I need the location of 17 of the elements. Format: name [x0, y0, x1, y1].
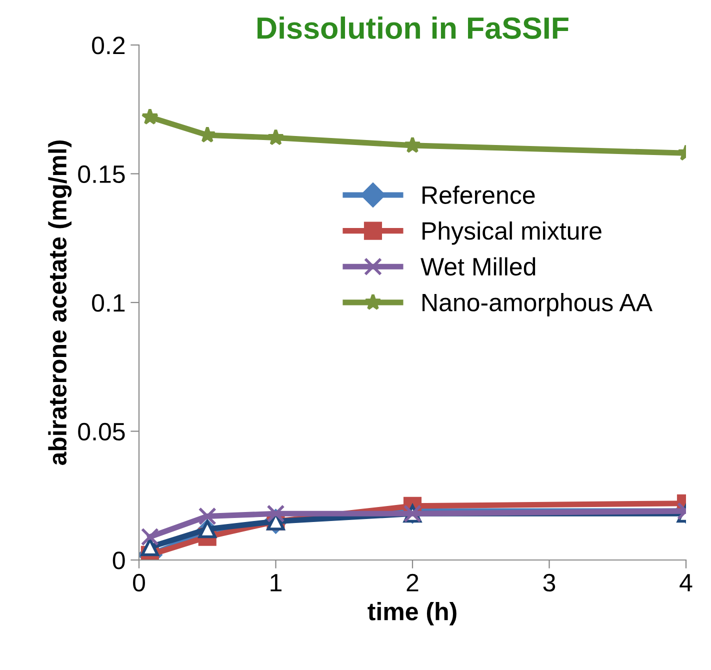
x-axis-title: time (h) [368, 602, 456, 626]
y-tick-label: 0.2 [92, 36, 125, 54]
y-axis-title: abiraterone acetate (mg/ml) [48, 140, 72, 465]
x-tick-label: 0 [133, 574, 145, 592]
y-tick-label: 0 [112, 552, 125, 570]
y-tick-label: 0.05 [78, 422, 125, 441]
x-tick-label: 2 [406, 574, 418, 592]
x-tick-label: 4 [680, 574, 692, 592]
x-tick-label: 3 [543, 574, 556, 592]
legend-label: Reference [422, 186, 535, 204]
legend-label: Physical mixture [422, 221, 602, 245]
legend-label: Wet Milled [420, 257, 536, 276]
legend-label: Nano-amorphous AA [422, 293, 653, 316]
chart-title: Dissolution in FaSSIF [258, 16, 568, 39]
y-tick-label: 0.1 [92, 294, 125, 312]
x-tick-label: 1 [270, 574, 282, 592]
y-tick-label: 0.15 [78, 165, 125, 184]
